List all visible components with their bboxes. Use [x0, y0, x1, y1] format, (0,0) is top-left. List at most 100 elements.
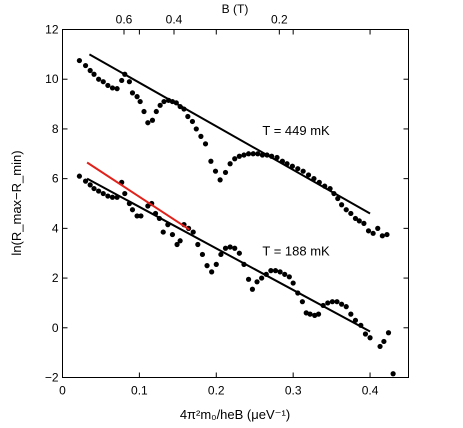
- data-point: [169, 231, 176, 238]
- y-tick-label: 4: [52, 221, 59, 235]
- data-point: [375, 225, 381, 231]
- data-point: [295, 166, 301, 172]
- top-tick-label: 0.4: [166, 13, 183, 27]
- data-point: [129, 90, 136, 96]
- data-point: [325, 300, 331, 306]
- x-axis-label: 4π²m₀/heB (μeV⁻¹): [180, 407, 290, 422]
- data-point: [129, 207, 136, 213]
- data-point: [370, 230, 376, 236]
- data-point: [274, 154, 280, 161]
- data-point: [348, 210, 354, 217]
- data-point: [299, 299, 305, 305]
- data-point: [365, 228, 372, 234]
- data-point: [379, 233, 385, 239]
- plot-area: T = 449 mK T = 188 mK: [76, 53, 396, 377]
- data-point: [193, 126, 199, 132]
- data-point: [352, 215, 359, 222]
- data-point: [96, 76, 102, 82]
- data-point: [352, 317, 359, 323]
- data-point: [126, 79, 132, 85]
- y-tick-label: 8: [52, 122, 59, 136]
- data-point: [174, 241, 180, 248]
- data-point: [339, 202, 345, 208]
- data-point: [199, 251, 206, 258]
- data-point: [91, 71, 97, 77]
- data-point: [339, 301, 345, 307]
- data-point: [222, 245, 229, 251]
- data-point: [177, 238, 183, 244]
- data-point: [232, 156, 238, 162]
- y-tick-label: −2: [45, 371, 59, 385]
- data-point: [241, 152, 247, 158]
- data-point: [227, 244, 233, 250]
- data-point: [245, 276, 252, 282]
- x-axis-ticks: 0 0.1 0.2 0.3 0.4: [59, 29, 379, 398]
- data-point: [245, 151, 252, 157]
- y-tick-label: 0: [52, 321, 59, 335]
- data-point: [268, 268, 274, 274]
- data-point: [87, 67, 93, 74]
- data-point: [109, 194, 116, 200]
- data-point: [149, 117, 156, 123]
- data-point: [329, 299, 335, 305]
- data-point: [145, 120, 151, 126]
- data-point: [209, 269, 215, 275]
- data-point: [222, 169, 229, 176]
- series-t449: T = 449 mK: [76, 53, 390, 239]
- y-tick-label: 12: [45, 23, 59, 37]
- data-point: [381, 338, 387, 345]
- fit-line-t449: [88, 53, 371, 215]
- data-point: [100, 190, 106, 197]
- x-tick-label: 0.3: [285, 384, 302, 398]
- data-point: [259, 275, 265, 281]
- data-point: [390, 371, 396, 377]
- data-point: [208, 158, 214, 164]
- data-point: [213, 261, 219, 267]
- data-point: [315, 311, 322, 317]
- data-point: [385, 330, 392, 336]
- data-point: [189, 118, 196, 125]
- data-point: [361, 220, 367, 226]
- top-tick-label: 0.2: [271, 13, 288, 27]
- data-point: [232, 245, 238, 251]
- data-point: [202, 141, 209, 147]
- data-point: [348, 311, 354, 317]
- data-point: [119, 77, 125, 84]
- data-point: [384, 231, 390, 238]
- data-point: [204, 263, 210, 269]
- data-point: [255, 151, 261, 157]
- data-point: [290, 280, 296, 286]
- data-point: [362, 331, 369, 337]
- data-point: [100, 79, 106, 85]
- data-point: [190, 229, 196, 235]
- data-point: [157, 102, 163, 108]
- data-point: [334, 299, 340, 305]
- series-label-t188: T = 188 mK: [262, 244, 330, 259]
- data-point: [356, 218, 362, 224]
- data-point: [105, 82, 111, 89]
- data-point: [137, 98, 143, 105]
- data-point: [367, 335, 373, 341]
- data-point: [343, 304, 349, 310]
- data-point: [335, 195, 341, 202]
- axes-box: [62, 29, 409, 378]
- y-axis-label: ln(R_max−R_min): [9, 150, 24, 255]
- data-point: [134, 94, 140, 100]
- data-point: [236, 153, 242, 159]
- data-point: [282, 271, 288, 277]
- data-point: [254, 279, 260, 285]
- data-point: [122, 190, 128, 197]
- top-tick-label: 0.6: [116, 13, 133, 27]
- data-point: [138, 213, 144, 219]
- data-point: [307, 311, 313, 317]
- data-point: [289, 163, 295, 169]
- x-tick-label: 0: [59, 384, 66, 398]
- data-point: [272, 268, 279, 274]
- data-point: [185, 113, 191, 120]
- data-point: [198, 133, 204, 139]
- series-label-t449: T = 449 mK: [262, 123, 330, 138]
- top-axis-ticks: 0.6 0.4 0.2: [116, 13, 288, 35]
- data-point: [236, 250, 242, 256]
- x-tick-label: 0.2: [208, 384, 225, 398]
